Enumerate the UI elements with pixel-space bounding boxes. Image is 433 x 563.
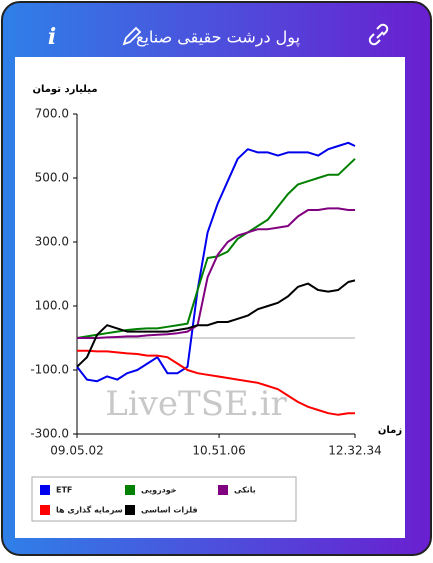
link-icon[interactable] [368, 23, 389, 46]
legend-label: فلزات اساسی [141, 506, 198, 515]
series-line [77, 207, 355, 339]
x-tick-label: 10.51.06 [192, 444, 245, 458]
y-tick-label: 100.0 [35, 299, 69, 313]
y-tick-label: 300.0 [35, 235, 69, 249]
x-axis-label: زمان [378, 425, 402, 436]
legend-label: بانکی [234, 486, 256, 495]
y-tick-label: -300.0 [30, 427, 69, 441]
legend [31, 476, 297, 522]
x-tick-label: 12.32.34 [328, 444, 381, 458]
legend-label: خودرویی [141, 486, 177, 495]
y-tick-label: -100.0 [30, 363, 69, 377]
series-line [76, 141, 356, 383]
panel [15, 57, 405, 538]
legend-swatch [218, 485, 228, 495]
edit-icon[interactable] [122, 26, 142, 46]
watermark: LiveTSE.ir [105, 384, 287, 424]
y-tick-label: 500.0 [35, 171, 69, 185]
header-title: پول درشت حقیقی صنایع [136, 28, 300, 48]
legend-swatch [40, 485, 50, 495]
legend-swatch [125, 505, 135, 515]
legend-swatch [125, 485, 135, 495]
x-tick-label: 09.05.02 [50, 444, 103, 458]
info-button[interactable]: i [48, 24, 56, 50]
y-axis-label: میلیارد تومان [32, 84, 97, 95]
legend-label: ETF [56, 486, 72, 495]
legend-label: سرمایه گذاری ها [56, 505, 123, 515]
series-line [76, 279, 356, 368]
series-line [77, 349, 355, 416]
y-tick-label: 700.0 [35, 107, 69, 121]
legend-swatch [40, 505, 50, 515]
